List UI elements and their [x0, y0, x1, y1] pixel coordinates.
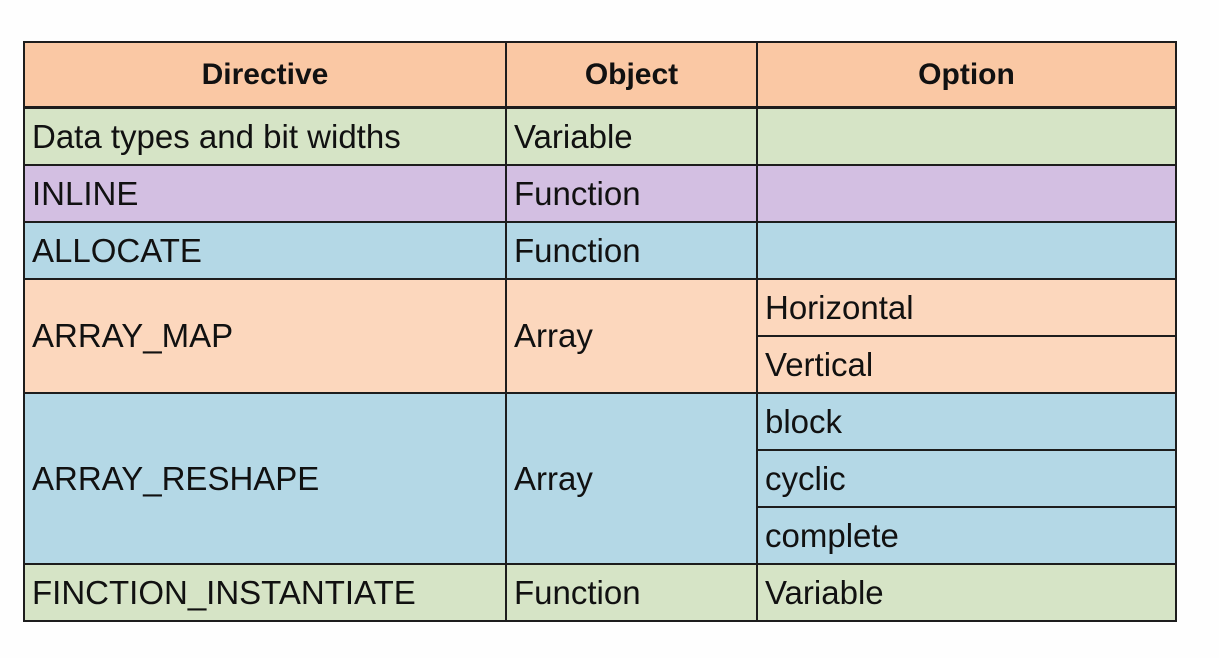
table-row: INLINE Function	[23, 164, 1177, 223]
table-row: ARRAY_RESHAPE Array block	[23, 392, 1177, 565]
directive-table-container: Directive Object Option Data types and b…	[23, 41, 1177, 622]
option-cell: complete	[756, 506, 1177, 565]
table-row: FINCTION_INSTANTIATE Function Variable	[23, 563, 1177, 622]
directive-cell: Data types and bit widths	[23, 106, 507, 166]
option-cell: cyclic	[756, 449, 1177, 508]
directive-cell: FINCTION_INSTANTIATE	[23, 563, 507, 622]
directive-table: Directive Object Option Data types and b…	[23, 41, 1177, 622]
header-option: Option	[756, 41, 1177, 109]
directive-cell: ARRAY_RESHAPE	[23, 392, 507, 565]
option-cell: Horizontal	[756, 278, 1177, 337]
option-cell	[756, 164, 1177, 223]
option-cell: block	[756, 392, 1177, 451]
object-cell: Function	[505, 164, 758, 223]
option-cell	[756, 221, 1177, 280]
directive-cell: ARRAY_MAP	[23, 278, 507, 394]
table-row: Data types and bit widths Variable	[23, 106, 1177, 166]
table-row: ARRAY_MAP Array Horizontal	[23, 278, 1177, 394]
object-cell: Function	[505, 563, 758, 622]
option-cell: Variable	[756, 563, 1177, 622]
directive-cell: INLINE	[23, 164, 507, 223]
object-cell: Array	[505, 278, 758, 394]
header-object: Object	[505, 41, 758, 109]
table-row: ALLOCATE Function	[23, 221, 1177, 280]
header-directive: Directive	[23, 41, 507, 109]
object-cell: Function	[505, 221, 758, 280]
object-cell: Array	[505, 392, 758, 565]
object-cell: Variable	[505, 106, 758, 166]
option-cell: Vertical	[756, 335, 1177, 394]
option-cell	[756, 106, 1177, 166]
header-row: Directive Object Option	[23, 41, 1177, 109]
directive-cell: ALLOCATE	[23, 221, 507, 280]
